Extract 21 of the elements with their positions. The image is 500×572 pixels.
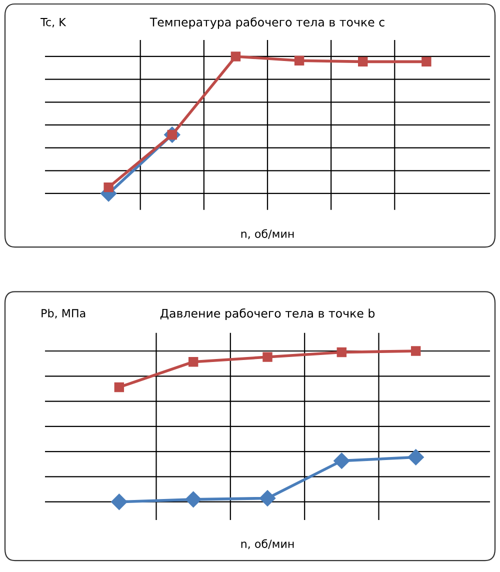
point <box>336 347 347 358</box>
point <box>111 494 128 510</box>
chart-title: Температура рабочего тела в точке с <box>150 17 384 29</box>
y-axis-title: Pb, МПа <box>42 308 86 319</box>
point <box>262 352 272 362</box>
point <box>185 491 202 508</box>
x-axis-title: n, об/мин <box>241 539 294 550</box>
y-axis-title: Tc, K <box>40 18 66 28</box>
point <box>230 52 241 62</box>
point <box>408 449 424 466</box>
point <box>188 357 198 367</box>
point <box>334 452 350 469</box>
chart-title: Давление рабочего тела в точке b <box>160 308 375 320</box>
point <box>114 382 124 392</box>
point <box>358 56 368 67</box>
point <box>104 182 114 192</box>
point <box>410 346 421 356</box>
point <box>259 490 276 506</box>
point <box>294 56 304 66</box>
x-axis-title: n, об/мин <box>241 229 294 240</box>
point <box>422 56 432 67</box>
